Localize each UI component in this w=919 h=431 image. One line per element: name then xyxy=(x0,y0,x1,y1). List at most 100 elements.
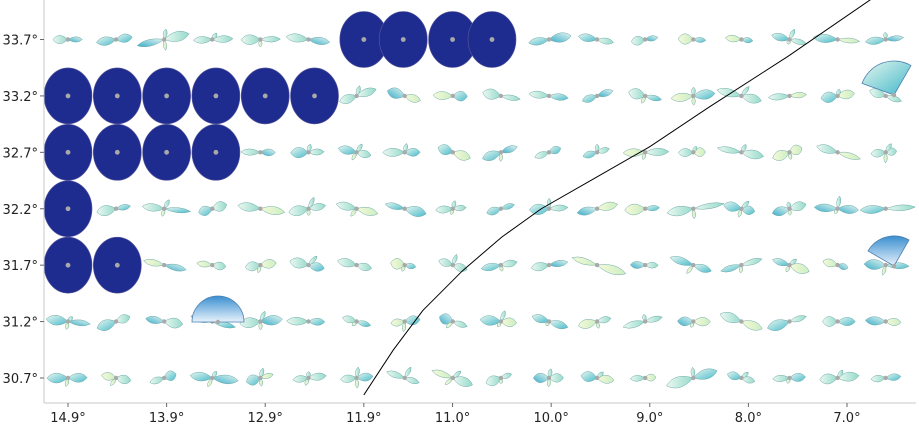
rose-glyph xyxy=(666,366,718,389)
lat-tick-label: 33.2° xyxy=(3,90,38,105)
rose-glyph xyxy=(290,143,325,159)
rose-glyph xyxy=(240,148,276,157)
rose-glyph xyxy=(335,201,379,217)
rose-glyph xyxy=(723,200,756,218)
rose-glyph xyxy=(384,202,427,217)
rose-glyph xyxy=(720,258,763,274)
rose-glyph xyxy=(480,259,518,272)
rose-glyph xyxy=(528,90,569,101)
rose-glyph xyxy=(286,317,326,326)
rose-glyph-large xyxy=(861,60,912,98)
rose-glyph xyxy=(386,366,420,385)
rose-glyph xyxy=(820,88,855,103)
track-line xyxy=(363,0,871,396)
lon-tick-label: 10.0° xyxy=(533,411,568,426)
rose-glyph xyxy=(143,258,187,272)
rose-glyph xyxy=(677,33,707,45)
rose-glyph xyxy=(288,196,327,217)
rose-glyph xyxy=(479,310,517,327)
rose-glyph xyxy=(531,314,569,330)
rose-glyph xyxy=(822,316,856,327)
rose-glyph xyxy=(812,33,861,44)
disc-center xyxy=(312,93,317,99)
disc-center xyxy=(213,149,219,155)
rose-glyph xyxy=(816,144,861,160)
rose-glyph xyxy=(439,313,468,329)
rose-glyph xyxy=(716,144,764,160)
lat-tick-label: 31.7° xyxy=(3,259,38,274)
lat-tick-label: 32.2° xyxy=(3,203,38,218)
rose-glyph xyxy=(239,310,283,331)
rose-glyph xyxy=(869,88,902,103)
rose-glyph xyxy=(772,372,806,384)
rose-glyph xyxy=(141,199,192,217)
rose-glyph-layer xyxy=(45,28,916,389)
rose-glyph xyxy=(432,90,468,102)
rose-glyph xyxy=(628,88,662,104)
lon-axis: 14.9° 13.9° 12.9° 11.9° 11.0° 10.0° 9.0° 8.0° 7.… xyxy=(50,403,861,426)
rose-glyph xyxy=(390,258,417,272)
rose-glyph-large xyxy=(867,235,910,269)
rose-glyph xyxy=(767,315,807,331)
rose-glyph xyxy=(198,201,227,216)
rose-glyph xyxy=(390,315,421,333)
rose-glyph xyxy=(145,315,184,329)
rose-glyph xyxy=(342,315,371,327)
disc-center xyxy=(65,262,71,268)
rose-glyph xyxy=(482,145,518,162)
rose-glyph xyxy=(528,32,572,46)
disc-center xyxy=(400,37,406,42)
disc-center xyxy=(65,206,71,212)
disc-center xyxy=(164,93,170,99)
rose-glyph xyxy=(438,254,468,272)
rose-glyph-large xyxy=(191,295,245,325)
plot-frame xyxy=(43,0,916,404)
lat-tick-label: 31.2° xyxy=(3,316,38,331)
rose-glyph xyxy=(485,372,512,387)
disc-center xyxy=(361,37,367,42)
rose-glyph xyxy=(337,258,372,272)
disc-center xyxy=(114,262,120,268)
rose-glyph xyxy=(189,371,239,388)
rose-glyph xyxy=(677,316,711,328)
rose-glyph xyxy=(486,203,515,216)
rose-glyph xyxy=(725,34,754,44)
rose-glyph xyxy=(529,197,569,215)
rose-glyph xyxy=(870,373,902,383)
rose-glyph xyxy=(822,258,849,271)
rose-glyph xyxy=(666,202,725,220)
rose-glyph xyxy=(767,92,807,101)
rose-glyph xyxy=(387,87,421,103)
rose-glyph xyxy=(624,203,660,216)
rose-glyph xyxy=(678,146,706,157)
lon-tick-label: 7.0° xyxy=(833,411,860,426)
lon-tick-label: 13.9° xyxy=(149,411,184,426)
lat-tick-label: 30.7° xyxy=(3,372,38,387)
rose-glyph xyxy=(716,86,762,104)
rose-glyph xyxy=(582,143,610,159)
rose-glyph xyxy=(435,200,467,215)
rose-glyph xyxy=(149,370,177,385)
rose-glyph xyxy=(580,371,615,384)
lat-tick-label: 32.7° xyxy=(3,146,38,161)
disc-center xyxy=(114,149,120,155)
rose-glyph xyxy=(577,316,612,329)
rose-glyph xyxy=(482,88,521,101)
disc-center xyxy=(262,93,268,99)
disc-center xyxy=(213,93,219,99)
rose-glyph xyxy=(571,256,627,276)
disc-center xyxy=(450,37,455,42)
rose-glyph xyxy=(337,143,372,161)
rose-glyph xyxy=(533,368,564,388)
disc-center xyxy=(65,149,71,155)
rose-glyph xyxy=(101,372,132,386)
disc-center xyxy=(164,149,170,155)
lat-tick-label: 33.7° xyxy=(3,34,38,49)
rose-glyph xyxy=(196,260,227,271)
rose-glyph xyxy=(719,311,763,331)
rose-glyph xyxy=(431,369,473,387)
rose-glyph xyxy=(96,314,131,331)
rose-glyph xyxy=(52,35,83,44)
rose-glyph xyxy=(771,28,807,45)
rose-glyph xyxy=(237,202,286,215)
